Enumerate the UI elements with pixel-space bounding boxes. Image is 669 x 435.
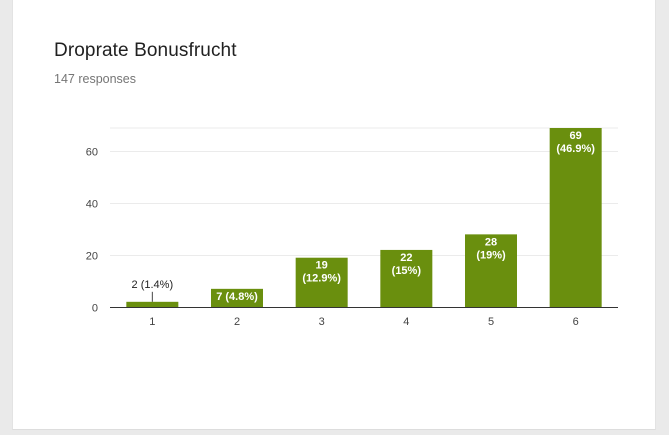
- data-label: 2 (1.4%): [132, 279, 174, 291]
- x-tick-label: 1: [149, 316, 155, 328]
- y-tick-label: 40: [86, 199, 98, 211]
- response-count: 147 responses: [54, 72, 137, 86]
- data-label: (15%): [392, 265, 422, 277]
- data-label: (46.9%): [556, 143, 595, 155]
- bar: [380, 249, 433, 307]
- x-tick-label: 2: [234, 316, 240, 328]
- y-tick-label: 20: [86, 251, 98, 263]
- y-tick-label: 60: [86, 147, 98, 159]
- data-label: 22: [400, 252, 412, 264]
- data-label: (12.9%): [302, 273, 341, 285]
- data-label: 28: [485, 236, 497, 248]
- question-summary-card: Droprate Bonusfrucht 147 responses: [12, 0, 656, 430]
- x-tick-label: 6: [573, 316, 579, 328]
- x-tick-label: 4: [403, 316, 409, 328]
- bar: [465, 234, 517, 307]
- data-label: (19%): [476, 249, 506, 261]
- bar: [211, 288, 263, 307]
- y-tick-label: 0: [92, 303, 98, 315]
- data-label: 69: [570, 130, 582, 142]
- bar: [295, 257, 348, 307]
- bar: [126, 301, 179, 307]
- chart-title: Droprate Bonusfrucht: [54, 40, 237, 61]
- x-tick-label: 5: [488, 316, 494, 328]
- x-tick-label: 3: [319, 316, 325, 328]
- bar: [549, 128, 602, 307]
- data-label: 19: [316, 260, 328, 272]
- data-label: 7 (4.8%): [216, 291, 258, 303]
